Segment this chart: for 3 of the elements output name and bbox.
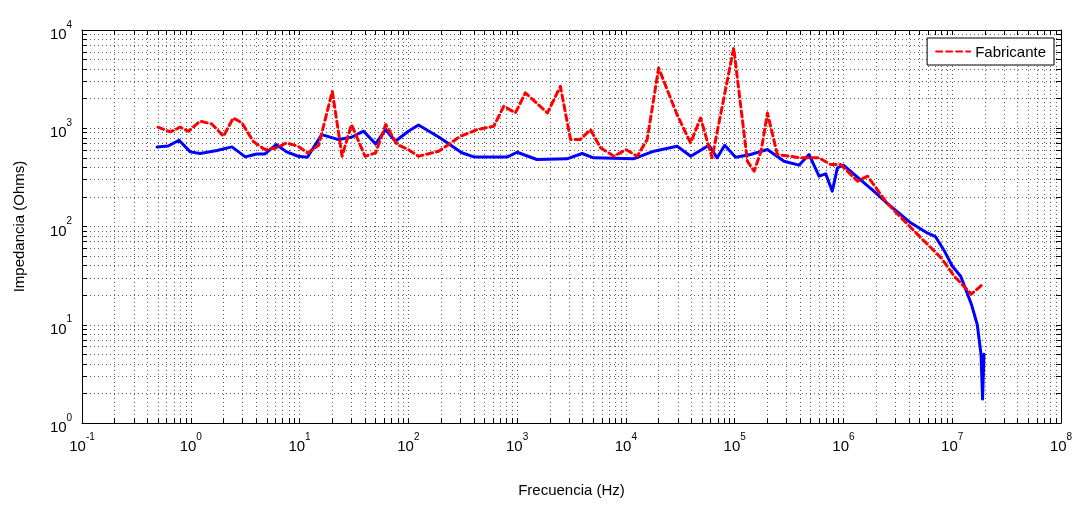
x-axis-title: Frecuencia (Hz)	[518, 481, 625, 498]
y-axis-title: Impedancia (Ohms)	[10, 160, 27, 293]
legend-label: Fabricante	[975, 43, 1047, 60]
